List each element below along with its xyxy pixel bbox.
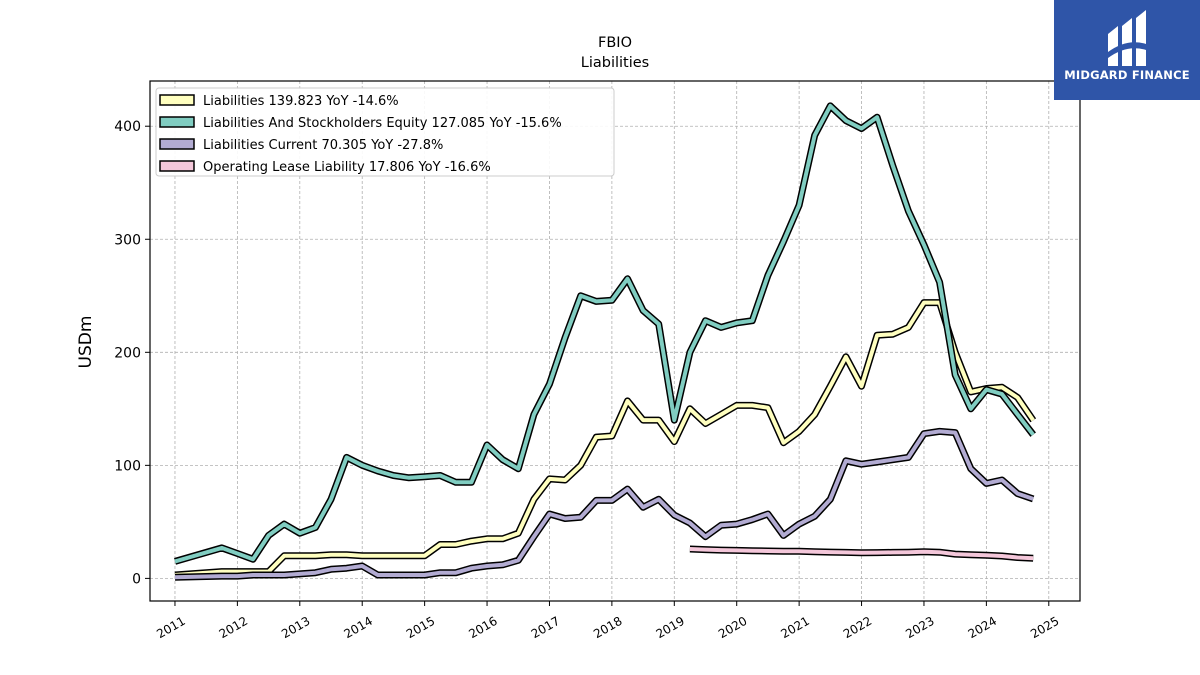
y-tick-label: 0 — [132, 571, 141, 587]
x-tick-label: 2012 — [217, 614, 250, 641]
x-axis-ticks: 2011 2012 2013 2014 2015 2016 2017 2018 2019 2020… — [154, 601, 1062, 641]
series-line-2 — [174, 429, 1034, 580]
x-tick-label: 2013 — [279, 614, 312, 641]
logo-mark-icon — [1108, 10, 1146, 66]
y-axis-ticks: 0 100 200 300 400 — [114, 119, 150, 587]
brand-logo: MIDGARD FINANCE — [1054, 0, 1200, 100]
x-tick-label: 2017 — [529, 614, 562, 641]
x-tick-label: 2025 — [1028, 614, 1061, 641]
x-tick-label: 2016 — [466, 614, 499, 641]
chart-title: FBIO — [598, 35, 632, 51]
x-tick-label: 2014 — [341, 614, 374, 641]
y-tick-label: 400 — [114, 119, 141, 135]
logo-text: MIDGARD FINANCE — [1064, 68, 1190, 82]
x-tick-label: 2022 — [841, 614, 874, 641]
legend-swatch-3 — [159, 160, 195, 172]
legend-box — [155, 87, 615, 177]
x-tick-label: 2024 — [966, 614, 999, 641]
series-line-0 — [174, 300, 1035, 577]
y-tick-label: 100 — [114, 458, 141, 474]
series-line-1 — [174, 103, 1035, 564]
legend-swatch-0 — [159, 94, 195, 106]
legend-label-0: Liabilities 139.823 YoY -14.6% — [203, 94, 399, 109]
y-tick-label: 200 — [114, 345, 141, 361]
legend-label-2: Liabilities Current 70.305 YoY -27.8% — [203, 138, 443, 153]
legend-label-1: Liabilities And Stockholders Equity 127.… — [203, 116, 562, 131]
y-axis-label: USDm — [76, 316, 96, 369]
x-tick-label: 2011 — [154, 614, 187, 641]
x-tick-label: 2023 — [903, 614, 936, 641]
x-tick-label: 2020 — [716, 614, 749, 641]
x-tick-label: 2018 — [591, 614, 624, 641]
series-line-3 — [689, 547, 1034, 561]
x-tick-label: 2021 — [778, 614, 811, 641]
plot-frame — [149, 80, 1081, 602]
x-tick-label: 2019 — [654, 614, 687, 641]
x-tick-label: 2015 — [404, 614, 437, 641]
legend-label-3: Operating Lease Liability 17.806 YoY -16… — [203, 160, 491, 175]
legend: Liabilities 139.823 YoY -14.6% Liabilitie… — [155, 87, 615, 177]
y-tick-label: 300 — [114, 232, 141, 248]
chart-subtitle: Liabilities — [581, 55, 649, 71]
legend-swatch-2 — [159, 138, 195, 150]
legend-swatch-1 — [159, 116, 195, 128]
series-lines — [174, 102, 1037, 581]
